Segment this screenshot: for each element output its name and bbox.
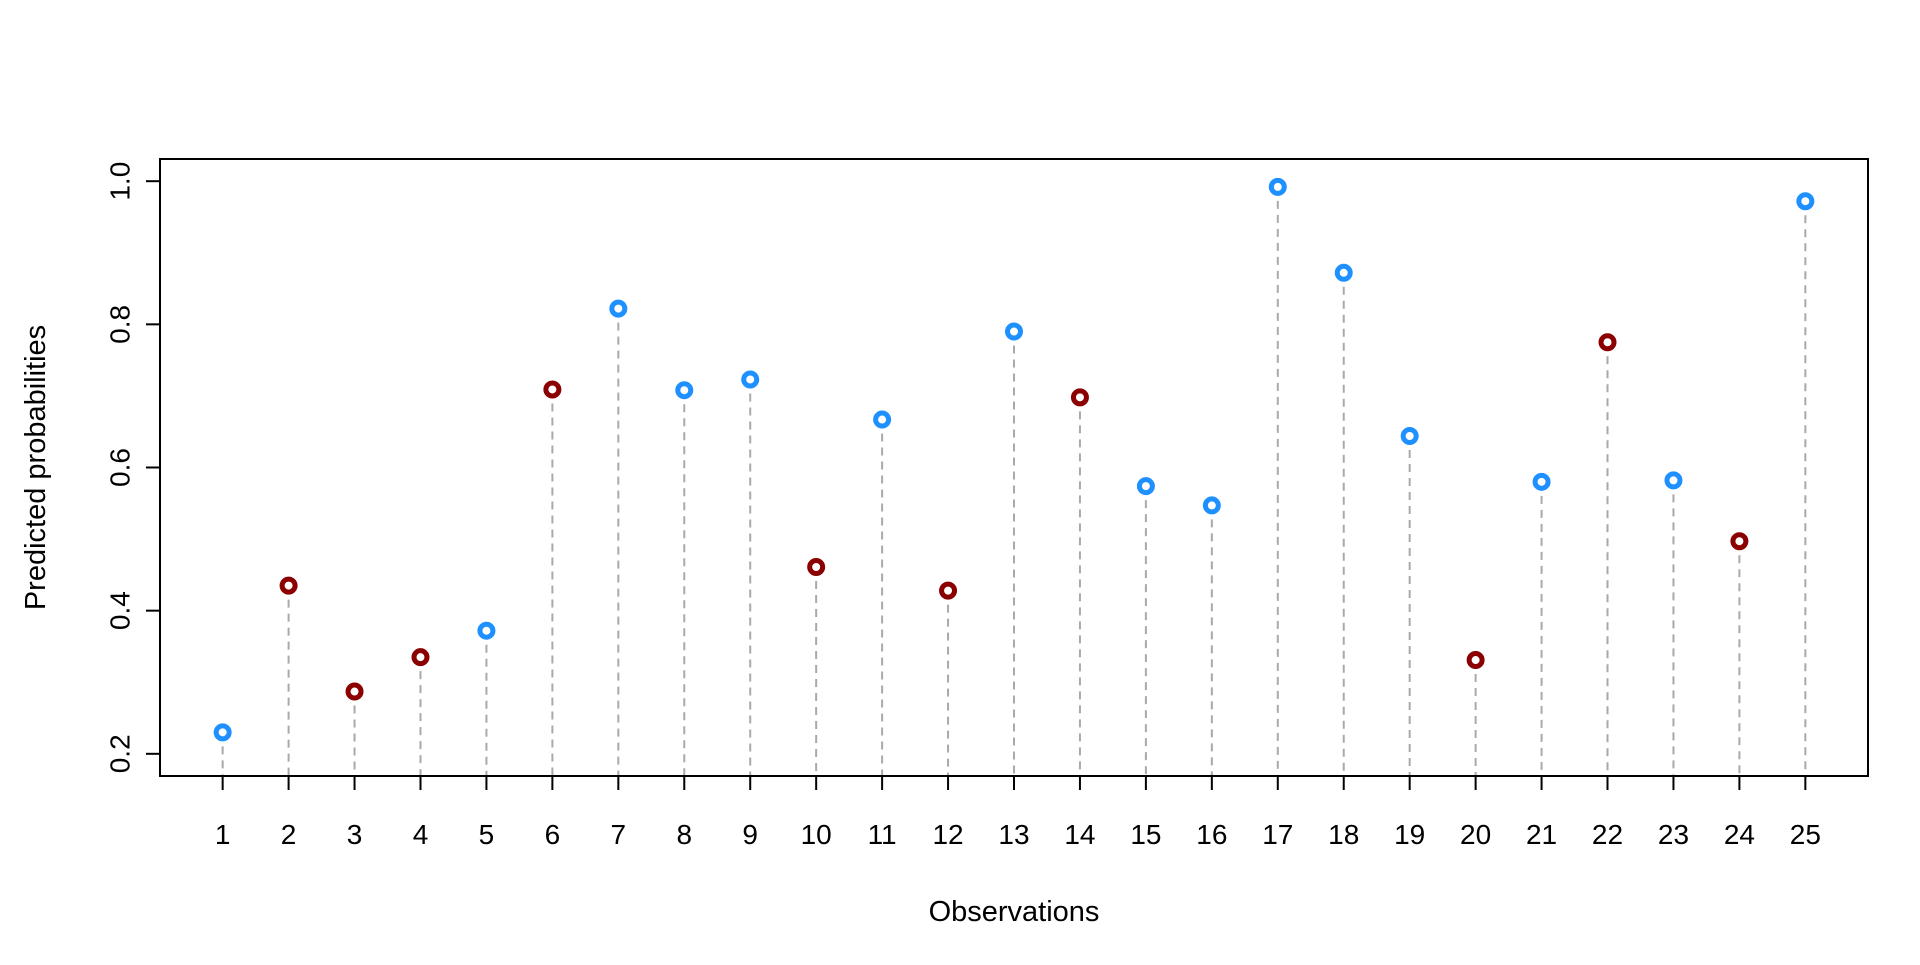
data-point-3	[345, 682, 364, 701]
x-tick-label-7: 7	[611, 819, 627, 850]
data-point-19	[1400, 427, 1419, 446]
x-tick-label-8: 8	[676, 819, 692, 850]
data-point-15	[1136, 477, 1155, 496]
x-tick-label-23: 23	[1658, 819, 1689, 850]
y-tick-label-5: 1.0	[105, 162, 136, 201]
x-tick-label-19: 19	[1394, 819, 1425, 850]
x-tick-label-2: 2	[281, 819, 297, 850]
x-tick-label-15: 15	[1130, 819, 1161, 850]
data-point-24	[1730, 532, 1749, 551]
x-axis: 1 2 3 4 5 6 7 8 9 10 11 12 13 14 15 16 17 18 19 20 21 22 23 24 2…	[215, 775, 1821, 850]
data-point-2	[279, 576, 298, 595]
x-tick-label-6: 6	[545, 819, 561, 850]
x-tick-label-16: 16	[1196, 819, 1227, 850]
y-tick-label-3: 0.6	[105, 448, 136, 487]
x-tick-label-17: 17	[1262, 819, 1293, 850]
data-point-20	[1466, 651, 1485, 670]
point-layer	[213, 177, 1815, 742]
x-tick-label-5: 5	[479, 819, 495, 850]
data-point-9	[741, 370, 760, 389]
x-tick-label-12: 12	[932, 819, 963, 850]
data-point-11	[873, 410, 892, 429]
x-tick-label-3: 3	[347, 819, 363, 850]
x-tick-label-20: 20	[1460, 819, 1491, 850]
data-point-23	[1664, 471, 1683, 490]
y-tick-label-1: 0.2	[105, 734, 136, 773]
x-tick-label-1: 1	[215, 819, 231, 850]
stem-layer	[221, 186, 1807, 776]
y-axis: 0.2 0.4 0.6 0.8 1.0	[105, 162, 161, 773]
x-tick-label-9: 9	[742, 819, 758, 850]
data-point-25	[1796, 192, 1815, 211]
data-point-1	[213, 723, 232, 742]
x-tick-label-14: 14	[1064, 819, 1095, 850]
data-point-12	[939, 581, 958, 600]
data-point-14	[1070, 388, 1089, 407]
data-point-13	[1005, 322, 1023, 341]
data-point-5	[477, 621, 496, 640]
y-axis-title: Predicted probabilities	[20, 325, 52, 610]
x-tick-label-22: 22	[1592, 819, 1623, 850]
data-point-8	[675, 381, 694, 400]
x-tick-label-21: 21	[1526, 819, 1557, 850]
y-tick-label-2: 0.4	[105, 591, 136, 630]
x-tick-label-4: 4	[413, 819, 429, 850]
data-point-17	[1268, 177, 1287, 196]
x-tick-label-18: 18	[1328, 819, 1359, 850]
data-point-10	[807, 557, 826, 576]
y-tick-label-4: 0.8	[105, 305, 136, 344]
x-tick-label-11: 11	[868, 819, 897, 850]
x-tick-label-13: 13	[998, 819, 1029, 850]
data-point-22	[1598, 333, 1617, 352]
data-point-7	[609, 299, 628, 318]
data-point-18	[1334, 263, 1353, 282]
data-point-21	[1532, 472, 1551, 491]
x-axis-title: Observations	[929, 896, 1100, 928]
x-tick-label-10: 10	[801, 819, 832, 850]
data-point-4	[411, 648, 430, 667]
data-point-6	[543, 380, 562, 399]
data-point-16	[1202, 496, 1221, 515]
x-tick-label-24: 24	[1724, 819, 1755, 850]
x-tick-label-25: 25	[1790, 819, 1821, 850]
